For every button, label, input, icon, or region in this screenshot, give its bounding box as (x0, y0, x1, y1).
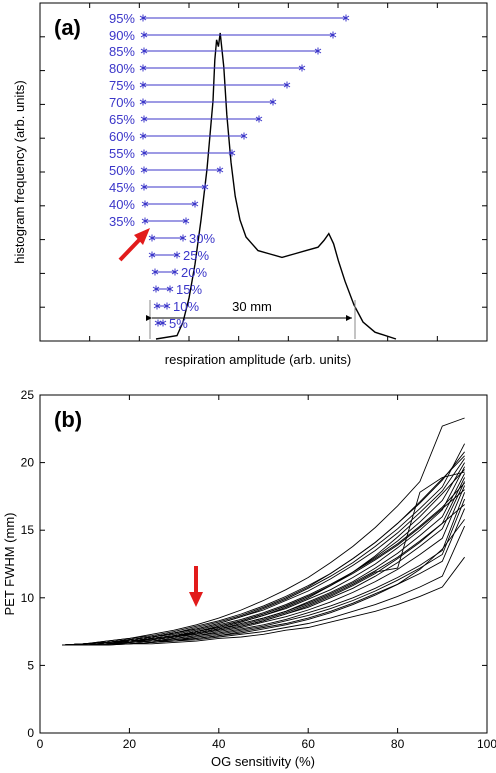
percent-label: 65% (109, 112, 135, 127)
asterisk-marker (140, 183, 148, 191)
asterisk-marker (269, 98, 277, 106)
asterisk-marker (139, 14, 147, 22)
percent-label: 60% (109, 129, 135, 144)
panel-b-label: (b) (54, 407, 82, 432)
panel-a-ylabel: histogram frequency (arb. units) (12, 80, 27, 264)
asterisk-marker (152, 285, 160, 293)
percent-label: 55% (109, 146, 135, 161)
asterisk-marker (148, 251, 156, 259)
red-arrow-a (118, 228, 150, 262)
asterisk-marker (228, 149, 236, 157)
panel-b-xtick-label: 20 (123, 737, 137, 751)
fwhm-curve (62, 498, 466, 646)
asterisk-marker (139, 132, 147, 140)
asterisk-marker (240, 132, 248, 140)
panel-b-ytick-label: 10 (21, 591, 35, 605)
panel-b-ylabel: PET FWHM (mm) (2, 512, 17, 615)
percent-label: 95% (109, 11, 135, 26)
panel-a-xlabel: respiration amplitude (arb. units) (165, 352, 351, 367)
histogram-curve (155, 32, 397, 340)
asterisk-marker (140, 47, 148, 55)
asterisk-marker (140, 149, 148, 157)
percent-label: 15% (176, 282, 202, 297)
asterisk-marker (171, 268, 179, 276)
panel-b-ytick-label: 25 (21, 388, 35, 402)
percent-label: 30% (189, 231, 215, 246)
fwhm-curve (62, 477, 466, 646)
panel-a: (a) 95% 90%85% 80% 75% 70% 65% 60% 55% 50% 45% 40%… (12, 2, 488, 367)
asterisk-marker (139, 64, 147, 72)
fwhm-curve (62, 417, 465, 646)
asterisk-marker (329, 31, 337, 39)
fwhm-curve (62, 481, 466, 646)
panel-b-xtick-label: 100 (477, 737, 496, 751)
fwhm-curve (62, 556, 465, 646)
panel-b-ytick-label: 5 (27, 658, 34, 672)
asterisk-marker (163, 302, 171, 310)
asterisk-marker (173, 251, 181, 259)
fwhm-curve (62, 471, 465, 646)
asterisk-marker (153, 302, 161, 310)
asterisk-marker (179, 234, 187, 242)
asterisk-marker (166, 285, 174, 293)
asterisk-marker (139, 81, 147, 89)
asterisk-marker (255, 115, 263, 123)
asterisk-marker (140, 31, 148, 39)
fwhm-curve (62, 455, 465, 646)
panel-b: (b) 0 20 40 60 80 100 0 5 10 15 20 25 OG sensitivit… (2, 388, 496, 769)
panel-a-label: (a) (54, 15, 81, 40)
panel-b-xtick-label: 60 (302, 737, 316, 751)
asterisk-marker (148, 234, 156, 242)
asterisk-marker (216, 166, 224, 174)
percent-label: 10% (173, 299, 199, 314)
asterisk-marker (141, 200, 149, 208)
panel-b-xtick-label: 0 (37, 737, 44, 751)
panel-b-xlabel: OG sensitivity (%) (211, 754, 315, 769)
asterisk-marker (140, 166, 148, 174)
percent-label: 40% (109, 197, 135, 212)
percent-label: 50% (109, 163, 135, 178)
percent-intervals: 95% 90%85% 80% 75% 70% 65% 60% 55% 50% 45% 40% 35% 3… (109, 11, 350, 331)
percent-label: 70% (109, 95, 135, 110)
panel-a-ticks (39, 2, 488, 342)
asterisk-marker (141, 217, 149, 225)
panel-b-xtick-label: 80 (391, 737, 405, 751)
asterisk-marker (191, 200, 199, 208)
panel-a-frame (39, 2, 488, 342)
asterisk-marker (283, 81, 291, 89)
percent-label: 20% (181, 265, 207, 280)
panel-b-frame (39, 394, 488, 734)
asterisk-marker (140, 115, 148, 123)
panel-b-ytick-label: 15 (21, 523, 35, 537)
asterisk-marker (201, 183, 209, 191)
percent-label: 85% (109, 44, 135, 59)
panel-b-ytick-label: 0 (27, 726, 34, 740)
panel-b-xtick-label: 40 (212, 737, 226, 751)
30mm-label: 30 mm (232, 299, 272, 314)
percent-label: 45% (109, 180, 135, 195)
percent-label: 75% (109, 78, 135, 93)
red-arrow-b (189, 566, 203, 607)
fwhm-curve (62, 504, 465, 646)
percent-label: 80% (109, 61, 135, 76)
asterisk-marker (342, 14, 350, 22)
asterisk-marker (314, 47, 322, 55)
asterisk-marker (139, 98, 147, 106)
percent-label: 90% (109, 28, 135, 43)
fwhm-curves (62, 417, 466, 646)
percent-label: 25% (183, 248, 209, 263)
panel-b-ytick-label: 20 (21, 456, 35, 470)
asterisk-marker (298, 64, 306, 72)
panel-b-ticks: 0 20 40 60 80 100 0 5 10 15 20 25 (21, 388, 496, 751)
asterisk-marker (182, 217, 190, 225)
asterisk-marker (151, 268, 159, 276)
percent-label: 35% (109, 214, 135, 229)
